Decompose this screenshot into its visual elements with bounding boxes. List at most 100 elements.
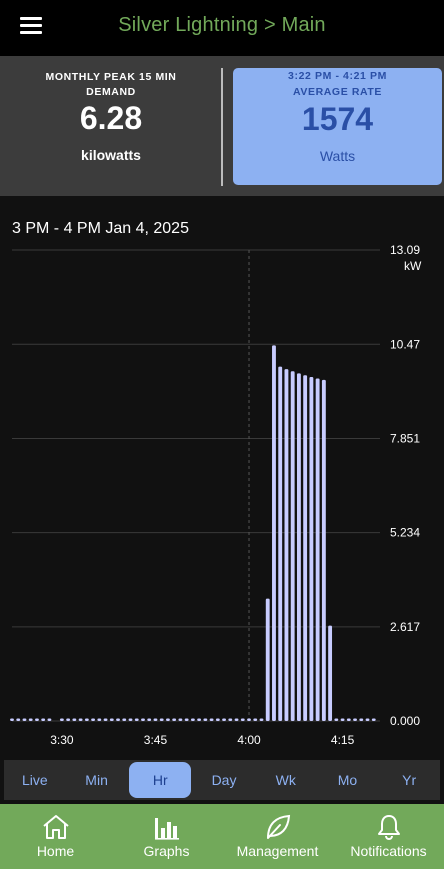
chart-bar (272, 345, 276, 721)
chart-bar (141, 718, 145, 721)
chart-bar (190, 718, 195, 721)
y-tick-label: 0.000 (390, 714, 420, 728)
hamburger-icon[interactable] (20, 17, 44, 37)
chart-bar (22, 718, 27, 721)
x-tick-label: 4:15 (331, 733, 355, 747)
chart-bar (172, 718, 177, 721)
home-icon (42, 815, 69, 839)
chart-bar (222, 718, 227, 721)
nav-notifications[interactable]: Notifications (333, 804, 444, 869)
chart-bar (16, 718, 21, 721)
stats-divider (221, 68, 223, 186)
chart-bar (284, 369, 289, 721)
y-tick-label: 5.234 (390, 526, 420, 540)
nav-notifications-label: Notifications (350, 843, 427, 859)
power-chart[interactable]: 0.000 2.617 5.234 7.851 10.47 13.09 kW 3:30 3:45… (0, 196, 444, 760)
chart-bar (128, 718, 133, 721)
y-tick-label: 7.851 (390, 432, 420, 446)
y-tick-label: 13.09 (390, 243, 420, 257)
chart-bar (165, 718, 170, 721)
chart-bar (209, 718, 214, 721)
range-option-day[interactable]: Day (211, 772, 237, 788)
nav-management[interactable]: Management (222, 804, 333, 869)
x-tick-label: 4:00 (237, 733, 261, 747)
chart-bar (328, 625, 333, 721)
chart-bar (296, 373, 301, 721)
chart-bar (184, 718, 189, 721)
chart-bar (259, 718, 264, 721)
chart-bar (371, 718, 376, 721)
nav-home-label: Home (36, 843, 75, 859)
chart-bar (134, 718, 139, 721)
chart-bar (340, 718, 345, 721)
monthly-peak-card: MONTHLY PEAK 15 MIN DEMAND 6.28 kilowatt… (0, 56, 222, 196)
chart-bar (290, 371, 295, 721)
monthly-peak-value: 6.28 (79, 100, 143, 136)
x-tick-label: 3:45 (144, 733, 168, 747)
average-rate-label: AVERAGE RATE (292, 86, 383, 98)
chart-bar (315, 378, 320, 721)
chart-bar (278, 366, 283, 721)
average-rate-card: 3:22 PM - 4:21 PM AVERAGE RATE 1574 Watt… (233, 68, 442, 185)
top-app-bar: Silver Lightning > Main (0, 0, 444, 56)
chart-bar (66, 718, 71, 721)
chart-bar (41, 718, 46, 721)
chart-bar (97, 718, 102, 721)
chart-bar (47, 718, 52, 721)
range-option-live[interactable]: Live (22, 772, 48, 788)
monthly-peak-label: MONTHLY PEAK 15 MIN DEMAND (45, 71, 177, 98)
chart-bar (234, 718, 239, 721)
range-option-wk[interactable]: Wk (275, 772, 296, 788)
chart-bar (334, 718, 339, 721)
chart-bar (346, 718, 351, 721)
leaf-icon (266, 814, 290, 839)
nav-management-label: Management (236, 843, 319, 859)
chart-bar (35, 718, 39, 721)
chart-bar (159, 718, 164, 721)
bottom-navigation: Home Graphs Management Notifications (0, 804, 444, 869)
range-option-min[interactable]: Min (85, 772, 108, 788)
chart-bar (265, 598, 270, 721)
chart-bar (147, 718, 152, 721)
chart-area[interactable]: 3 PM - 4 PM Jan 4, 2025 0.000 2.617 5.234 7… (0, 196, 444, 760)
stats-panel: MONTHLY PEAK 15 MIN DEMAND 6.28 kilowatt… (0, 56, 444, 196)
average-rate-unit: Watts (319, 148, 356, 164)
nav-graphs[interactable]: Graphs (111, 804, 222, 869)
average-rate-range: 3:22 PM - 4:21 PM (288, 70, 387, 82)
chart-bar (178, 718, 183, 721)
range-option-mo[interactable]: Mo (337, 772, 358, 788)
y-tick-label: 10.47 (390, 337, 420, 351)
chart-bar (228, 718, 233, 721)
page-title: Silver Lightning > Main (118, 14, 326, 36)
chart-bar (215, 718, 220, 721)
time-range-selector: Live Min Hr Day Wk Mo Yr (4, 760, 440, 800)
chart-bar (28, 718, 33, 721)
x-tick-label: 3:30 (50, 733, 74, 747)
y-tick-label: 2.617 (390, 620, 420, 634)
y-unit-label: kW (404, 259, 422, 273)
bar-chart-icon (154, 818, 179, 840)
nav-graphs-label: Graphs (143, 843, 190, 859)
nav-home[interactable]: Home (0, 804, 111, 869)
chart-bar (116, 718, 120, 721)
chart-bar (247, 718, 251, 721)
chart-bar (253, 718, 258, 721)
chart-bar (103, 718, 108, 721)
chart-bar (240, 718, 245, 721)
chart-title: 3 PM - 4 PM Jan 4, 2025 (12, 220, 189, 237)
chart-bar (91, 718, 96, 721)
range-option-yr[interactable]: Yr (402, 772, 417, 788)
chart-bar (203, 718, 208, 721)
chart-bar (122, 718, 127, 721)
average-rate-value: 1574 (301, 101, 374, 137)
chart-bar (365, 718, 370, 721)
chart-bar (303, 375, 308, 721)
chart-bar (321, 379, 326, 721)
chart-bar (197, 718, 202, 721)
chart-bar (359, 718, 364, 721)
chart-bar (59, 718, 64, 721)
range-option-hr[interactable]: Hr (129, 762, 192, 798)
chart-bar (309, 377, 314, 721)
monthly-peak-unit: kilowatts (81, 147, 141, 163)
chart-bar (84, 718, 89, 721)
